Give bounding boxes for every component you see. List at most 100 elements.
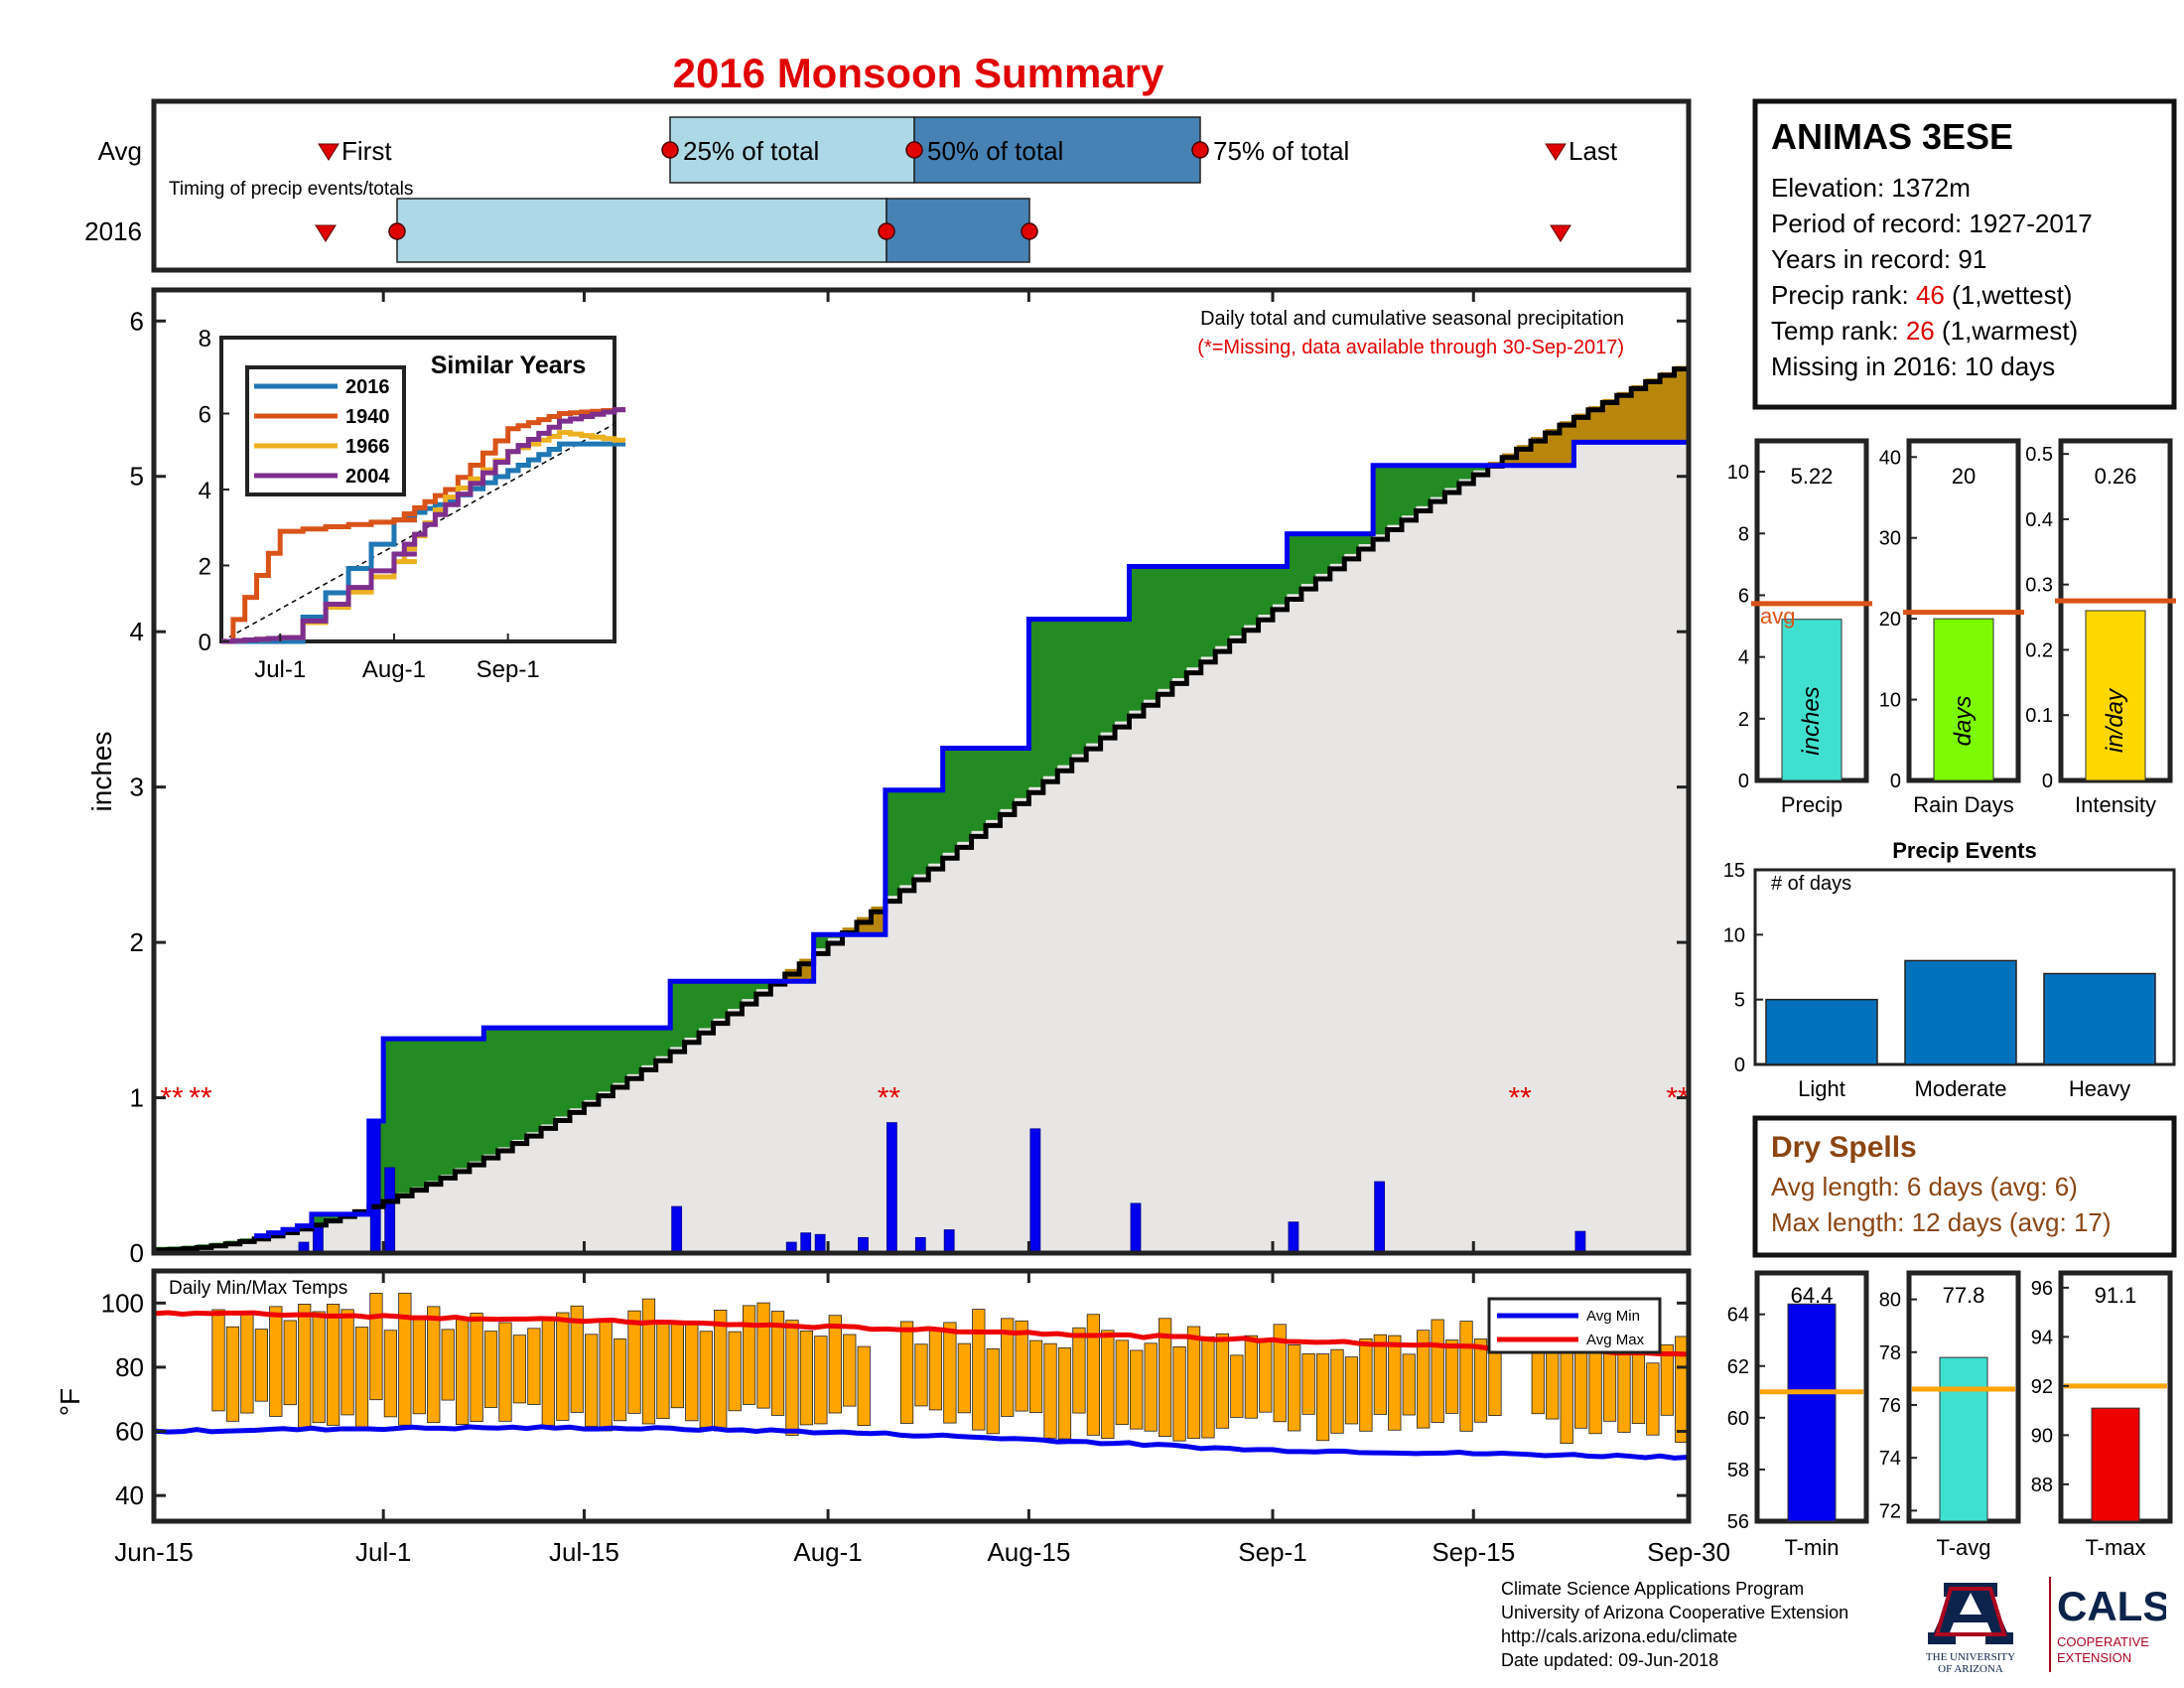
daily-temp-bar (1444, 1339, 1459, 1414)
cals-sub-2: EXTENSION (2057, 1650, 2131, 1665)
stat-y-tick: 0.2 (2025, 639, 2053, 661)
daily-precip-bar (800, 1232, 812, 1254)
temp-y-label: °F (55, 1388, 85, 1416)
base-fill (1057, 765, 1073, 1253)
daily-temp-bar (1028, 1339, 1043, 1413)
deficit-fill (1674, 365, 1690, 443)
main-note-1: Daily total and cumulative seasonal prec… (1200, 308, 1624, 330)
stat-y-tick: 10 (1727, 462, 1749, 484)
main-precip-panel: ** ** ** ** ** 0 1 2 3 4 5 6 inches Daily total an… (86, 287, 1692, 1268)
surplus-fill (1416, 465, 1432, 506)
base-fill (1545, 465, 1561, 1254)
stat-y-tick: 0.1 (2025, 705, 2053, 727)
daily-temp-bar (527, 1328, 541, 1405)
surplus-fill (1143, 566, 1160, 700)
legend-avg-max: Avg Max (1586, 1332, 1645, 1348)
base-fill (584, 1099, 600, 1253)
base-fill (283, 1230, 299, 1253)
base-fill (913, 874, 929, 1253)
temp-stat-y-tick: 94 (2031, 1327, 2053, 1348)
stat-value: 20 (1952, 464, 1976, 489)
daily-temp-bar (627, 1310, 641, 1414)
base-fill (469, 1161, 484, 1253)
daily-temp-bar (1001, 1318, 1015, 1417)
surplus-fill (1086, 619, 1102, 744)
daily-temp-bar (670, 1322, 684, 1409)
similar-years-title: Similar Years (431, 352, 587, 379)
base-fill (1602, 442, 1618, 1253)
legend-year: 2016 (345, 376, 390, 398)
stat-y-tick: 0 (1738, 771, 1749, 792)
base-fill (856, 934, 873, 1253)
credit-date: Date updated: 09-Jun-2018 (1501, 1650, 1719, 1670)
daily-temp-bar (828, 1315, 842, 1414)
base-fill (1014, 797, 1029, 1253)
temp-stat-y-tick: 72 (1879, 1500, 1901, 1522)
base-fill (1674, 442, 1690, 1253)
temp-stat-bar (2091, 1407, 2140, 1522)
base-fill (570, 1108, 586, 1253)
base-fill (1358, 544, 1374, 1253)
daily-temp-bar (283, 1320, 297, 1406)
temp-stat-panels: 64.4 T-min 56 58 60 62 64 77.8 T-avg 72 74 76 78 80 91… (1727, 1270, 2173, 1560)
daily-precip-bar (943, 1229, 955, 1254)
daily-temp-bar (1301, 1353, 1315, 1415)
surplus-fill (699, 981, 715, 1029)
base-fill (1444, 488, 1460, 1253)
year-50-75-box (886, 198, 1030, 263)
base-fill (440, 1175, 457, 1253)
surplus-fill (928, 789, 944, 864)
daily-temp-bar (1344, 1356, 1359, 1425)
temp-stat-value: 91.1 (2095, 1283, 2137, 1308)
timing-row-avg: Avg (98, 136, 142, 166)
daily-precip-bar (384, 1167, 396, 1254)
daily-temp-bar (240, 1312, 254, 1414)
daily-temp-bar (225, 1326, 240, 1422)
daily-temp-bar (1660, 1343, 1674, 1416)
station-precip-rank: Precip rank: 46 (1,wettest) (1771, 280, 2072, 310)
surplus-fill (1387, 465, 1403, 525)
deficit-fill (1616, 391, 1632, 443)
base-fill (1158, 688, 1173, 1253)
stat-value: 0.26 (2095, 464, 2137, 489)
surplus-fill (1315, 533, 1331, 574)
daily-temp-bar (1115, 1339, 1129, 1426)
deficit-fill (1631, 384, 1647, 443)
daily-precip-bar (369, 1120, 381, 1254)
avg-last-marker (1545, 143, 1567, 161)
base-fill (784, 981, 800, 1253)
daily-temp-bar (398, 1292, 412, 1426)
base-fill (1344, 553, 1360, 1253)
avg-min-line (153, 1424, 1690, 1461)
temp-stat-tmin: 64.4 T-min 56 58 60 62 64 (1727, 1270, 1869, 1560)
daily-precip-bar (671, 1205, 683, 1254)
surplus-fill (397, 1039, 413, 1194)
surplus-fill (670, 981, 686, 1048)
base-fill (426, 1181, 442, 1253)
figure-title: 2016 Monsoon Summary (673, 50, 1164, 96)
missing-marker: ** (1508, 1082, 1532, 1115)
temp-stat-tmax: 91.1 T-max 88 90 92 94 96 (2031, 1270, 2173, 1560)
credit-url[interactable]: http://cals.arizona.edu/climate (1501, 1626, 1738, 1646)
station-temp-rank: Temp rank: 26 (1,warmest) (1771, 316, 2078, 346)
base-fill (727, 1009, 743, 1253)
station-name: ANIMAS 3ESE (1771, 116, 2013, 157)
event-category: Light (1798, 1076, 1845, 1101)
surplus-fill (570, 1028, 586, 1109)
main-y-tick: 6 (130, 306, 144, 336)
precip-events-ylabel: # of days (1771, 873, 1851, 895)
daily-temp-bar (1330, 1348, 1344, 1434)
base-fill (555, 1116, 571, 1253)
station-elevation: Elevation: 1372m (1771, 173, 1971, 203)
precip-event-bars: Light Moderate Heavy 0 5 10 15 (1723, 860, 2156, 1101)
daily-temp-bar (456, 1317, 470, 1425)
daily-temp-bar (483, 1331, 498, 1408)
daily-temp-bar (1388, 1335, 1402, 1431)
deficit-fill (1573, 413, 1589, 443)
event-bar (1904, 959, 2017, 1065)
base-fill (455, 1168, 471, 1253)
main-y-tick: 5 (130, 462, 144, 492)
base-fill (626, 1073, 642, 1253)
surplus-fill (412, 1039, 428, 1188)
